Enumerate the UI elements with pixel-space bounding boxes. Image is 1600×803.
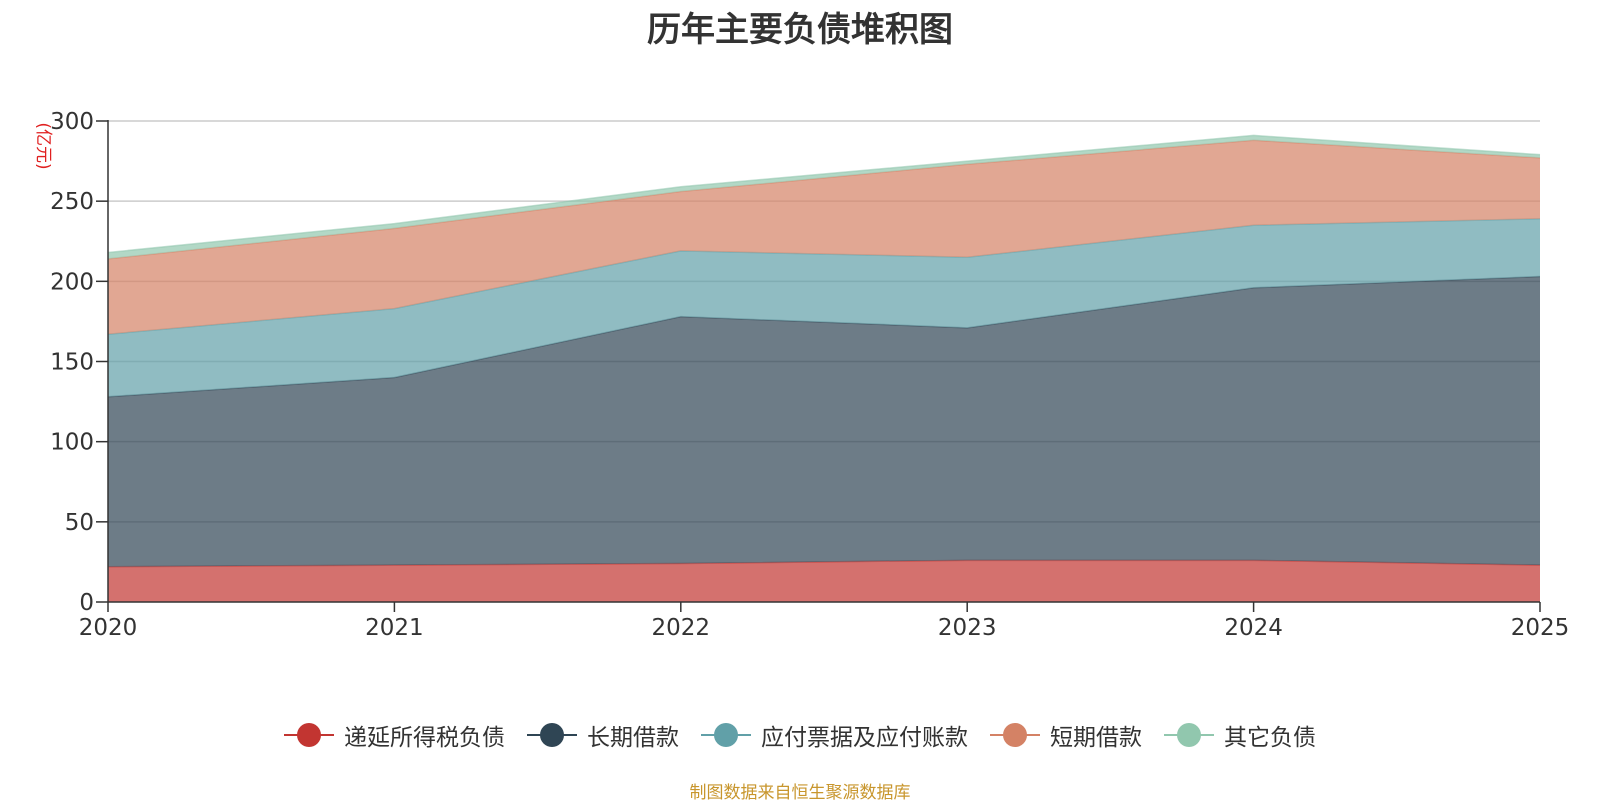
x-tick-label: 2025	[1511, 615, 1570, 641]
y-tick-label: 150	[50, 350, 94, 376]
legend-marker-icon	[1164, 722, 1214, 748]
x-tick-label: 2023	[938, 615, 997, 641]
chart-title: 历年主要负债堆积图	[647, 10, 953, 50]
legend-marker-icon	[990, 722, 1040, 748]
legend-label: 递延所得税负债	[344, 725, 505, 751]
axes: 0 50 100 150 200 250 300 2020 2021 2022 2023 2024 20…	[50, 109, 1569, 641]
legend-label: 短期借款	[1050, 725, 1142, 751]
legend-item-2[interactable]: 长期借款	[527, 718, 679, 752]
area-series-3	[108, 218, 1540, 397]
area-series-1	[108, 560, 1540, 602]
x-tick-label: 2022	[652, 615, 711, 641]
y-tick-label: 300	[50, 109, 94, 135]
source-note: 制图数据来自恒生聚源数据库	[689, 783, 911, 803]
area-series-4	[108, 140, 1540, 335]
y-tick-label: 0	[79, 590, 94, 616]
y-axis-unit-label: (亿元)	[33, 122, 53, 169]
y-tick-label: 250	[50, 189, 94, 215]
x-tick-label: 2021	[365, 615, 424, 641]
legend-marker-icon	[284, 722, 334, 748]
area-line-series-5	[107, 134, 1541, 254]
area-series-2	[108, 276, 1540, 567]
area-series-5	[108, 135, 1540, 259]
legend-marker-icon	[527, 722, 577, 748]
legend-label: 其它负债	[1224, 725, 1316, 751]
legend-label: 长期借款	[587, 725, 679, 751]
y-tick-label: 200	[50, 269, 94, 295]
y-tick-label: 50	[65, 510, 94, 536]
legend: 递延所得税负债 长期借款 应付票据及应付账款 短期借款 其它负债	[0, 718, 1600, 752]
legend-item-3[interactable]: 应付票据及应付账款	[701, 718, 968, 752]
legend-item-1[interactable]: 递延所得税负债	[284, 718, 505, 752]
legend-marker-icon	[701, 722, 751, 748]
legend-item-5[interactable]: 其它负债	[1164, 718, 1316, 752]
x-tick-label: 2024	[1224, 615, 1283, 641]
y-tick-label: 100	[50, 430, 94, 456]
legend-item-4[interactable]: 短期借款	[990, 718, 1142, 752]
legend-label: 应付票据及应付账款	[761, 725, 968, 751]
x-tick-label: 2020	[79, 615, 138, 641]
stacked-areas	[107, 134, 1541, 602]
